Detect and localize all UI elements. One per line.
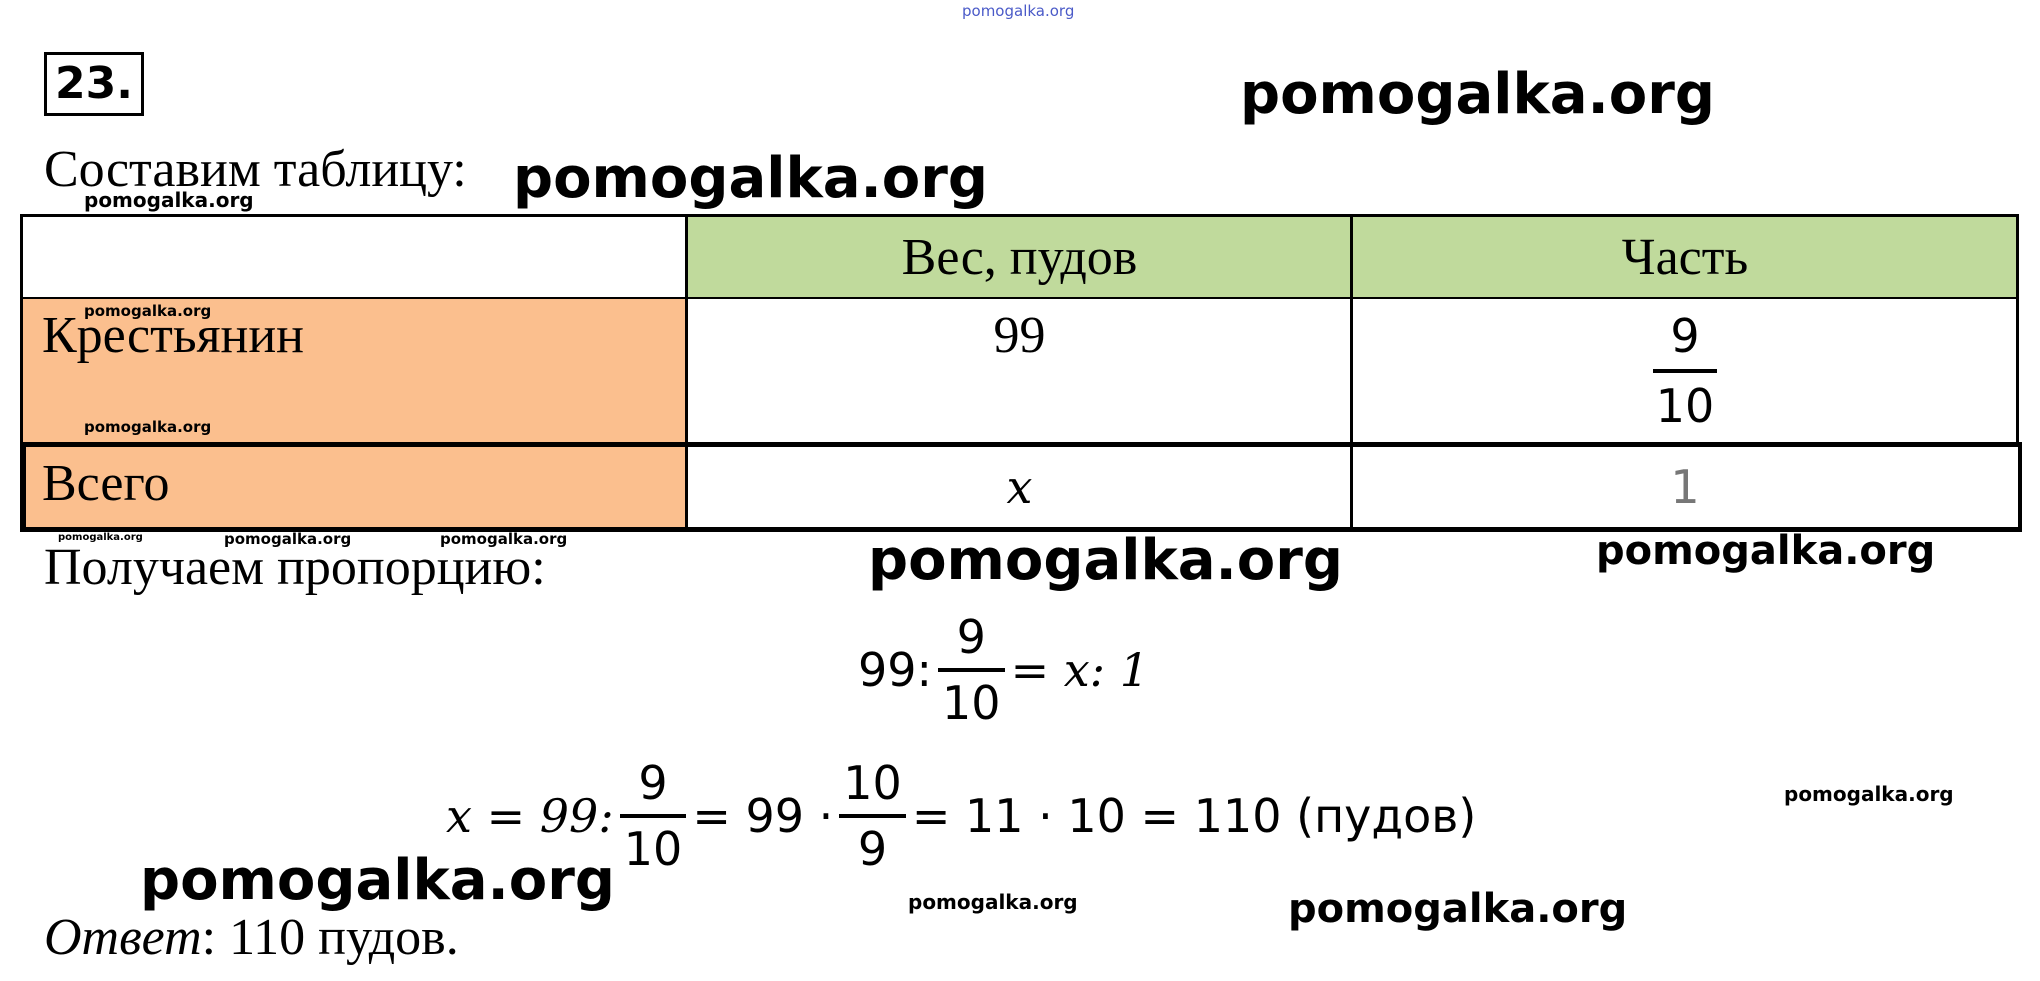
row-part-cell: 9 10 <box>1352 298 2018 444</box>
equation-fraction: 9 10 <box>619 756 687 876</box>
table-border <box>22 442 26 532</box>
watermark: pomogalka.org <box>1288 886 1628 932</box>
answer-label: Ответ <box>44 909 202 966</box>
equation-term: = x: 1 <box>1010 643 1150 697</box>
watermark-top: pomogalka.org <box>962 2 1075 20</box>
header-cell-part: Часть <box>1352 216 2018 298</box>
row-weight-variable: x <box>1006 460 1033 514</box>
fraction-denominator: 10 <box>942 676 1001 730</box>
fraction-numerator: 9 <box>638 756 668 810</box>
fraction-numerator: 9 <box>1670 309 1700 363</box>
table-border <box>20 442 2022 447</box>
watermark: pomogalka.org <box>513 146 988 211</box>
watermark: pomogalka.org <box>868 528 1343 593</box>
watermark: pomogalka.org <box>1240 62 1715 127</box>
table-border <box>20 214 2018 217</box>
watermark: pomogalka.org <box>84 418 212 436</box>
row-weight-cell: 99 <box>687 298 1352 444</box>
header-cell-weight: Вес, пудов <box>687 216 1352 298</box>
solution-equation: x = 99: 9 10 = 99 · 10 9 = 11 · 10 = 110… <box>446 760 1476 872</box>
answer: Ответ: 110 пудов. <box>44 908 459 967</box>
header-cell-empty <box>20 216 687 298</box>
table-border <box>20 527 2022 532</box>
table-border <box>2016 214 2019 446</box>
watermark: pomogalka.org <box>224 530 352 548</box>
row-weight-cell: x <box>687 444 1352 530</box>
equation-fraction: 10 9 <box>839 760 906 872</box>
equation-term: 99: <box>858 643 933 697</box>
header-part-label: Часть <box>1621 228 1749 286</box>
table-border <box>2018 442 2022 532</box>
table-border <box>685 214 688 532</box>
row-part-fraction: 9 10 <box>1652 313 1719 429</box>
answer-text: : 110 пудов. <box>201 909 459 966</box>
watermark: pomogalka.org <box>58 532 143 543</box>
fraction-numerator: 9 <box>956 610 986 664</box>
fraction-denominator: 10 <box>623 822 683 876</box>
intro-text: Составим таблицу: <box>44 141 467 198</box>
table-border <box>20 214 23 532</box>
watermark: pomogalka.org <box>1596 528 1936 574</box>
row-label-cell: Крестьянин <box>20 298 687 444</box>
row-part-cell: 1 <box>1352 444 2018 530</box>
watermark: pomogalka.org <box>84 188 254 212</box>
row-weight-value: 99 <box>993 307 1046 364</box>
row-label-cell: Всего <box>20 444 687 530</box>
equation-term: = 11 · 10 = 110 (пудов) <box>911 789 1477 843</box>
table-border <box>1350 214 1353 532</box>
fraction-denominator: 9 <box>857 822 888 876</box>
watermark: pomogalka.org <box>440 530 568 548</box>
proportion-equation: 99: 9 10 = x: 1 <box>858 614 1149 726</box>
fraction-denominator: 10 <box>1655 379 1715 433</box>
watermark: pomogalka.org <box>1784 782 1954 806</box>
row-part-value: 1 <box>1670 460 1700 514</box>
watermark: pomogalka.org <box>908 890 1078 914</box>
proportion-label: Получаем пропорцию: <box>44 539 546 596</box>
equation-term: x = 99: <box>446 789 614 843</box>
fraction-numerator: 10 <box>843 756 902 810</box>
row-label-total: Всего <box>42 455 170 512</box>
table-border <box>20 297 2018 299</box>
watermark: pomogalka.org <box>140 848 615 913</box>
header-weight-label: Вес, пудов <box>901 228 1138 286</box>
row-label-peasant: Крестьянин <box>42 307 304 364</box>
task-number: 23. <box>44 52 144 116</box>
watermark: pomogalka.org <box>84 302 212 320</box>
equation-fraction: 9 10 <box>938 614 1005 726</box>
equation-term: = 99 · <box>692 789 834 843</box>
